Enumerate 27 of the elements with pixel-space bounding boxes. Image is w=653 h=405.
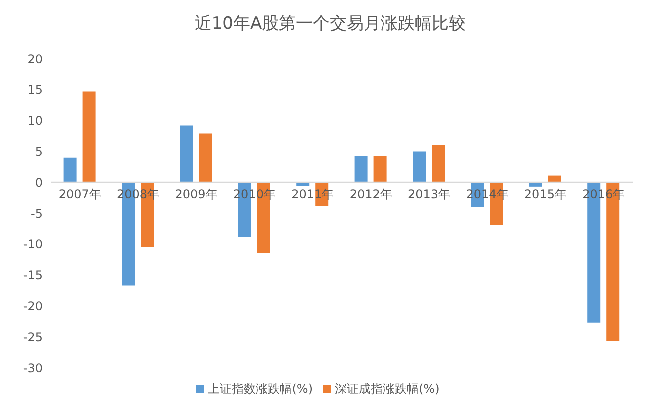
y-tick-label: 20 bbox=[28, 52, 43, 66]
bar bbox=[64, 158, 77, 183]
y-tick-label: -10 bbox=[23, 238, 43, 252]
y-tick-label: 15 bbox=[28, 83, 43, 98]
legend-label: 深证成指涨跌幅(%) bbox=[335, 382, 440, 396]
bar bbox=[82, 92, 96, 183]
x-tick-label: 2012年 bbox=[350, 188, 392, 202]
bar bbox=[413, 152, 426, 183]
y-tick-label: -15 bbox=[23, 268, 43, 283]
bar bbox=[180, 126, 194, 183]
bar bbox=[199, 134, 212, 183]
y-tick-label: -30 bbox=[23, 361, 43, 376]
y-tick-label: 5 bbox=[35, 144, 43, 159]
y-tick-label: 10 bbox=[28, 114, 43, 128]
x-tick-label: 2013年 bbox=[408, 188, 451, 202]
bar bbox=[374, 156, 387, 183]
x-tick-label: 2007年 bbox=[58, 188, 102, 202]
chart-title: 近10年A股第一个交易月涨跌幅比较 bbox=[194, 13, 468, 35]
y-tick-label: -25 bbox=[23, 330, 43, 344]
y-tick-label: -5 bbox=[31, 206, 43, 221]
bar bbox=[432, 146, 446, 183]
y-tick-label: -20 bbox=[23, 299, 43, 314]
bar bbox=[354, 156, 368, 183]
x-tick-label: 2015年 bbox=[524, 188, 567, 202]
y-tick-label: 0 bbox=[35, 176, 43, 190]
x-tick-label: 2009年 bbox=[175, 188, 218, 202]
legend-label: 上证指数涨跌幅(%) bbox=[208, 382, 313, 396]
